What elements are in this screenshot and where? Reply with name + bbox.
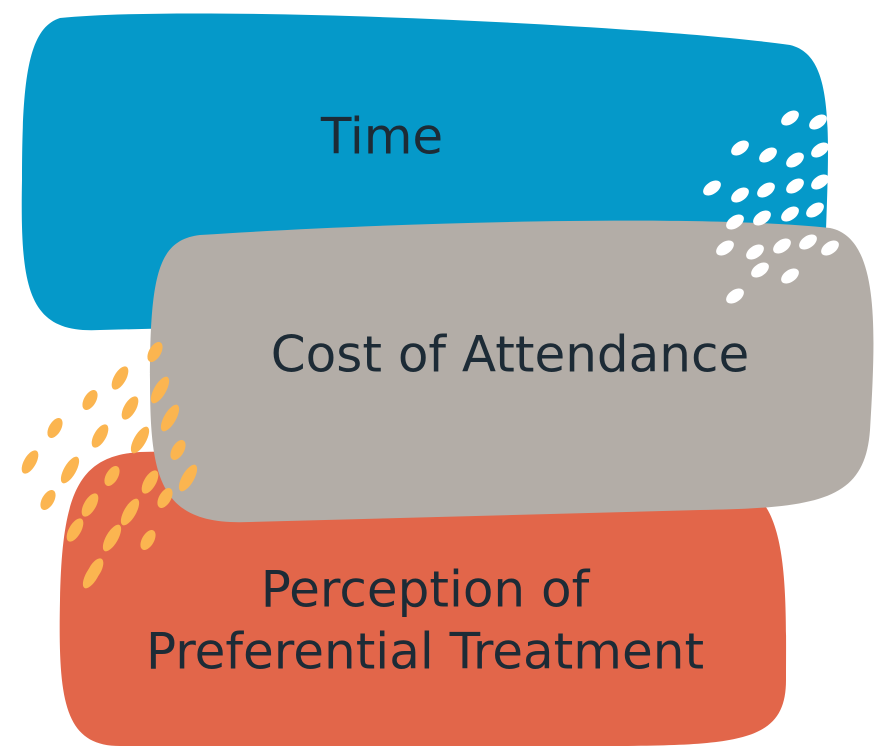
- dot: [108, 364, 131, 393]
- item-label: Time: [320, 108, 443, 166]
- dot: [79, 387, 100, 412]
- dot: [37, 487, 58, 512]
- diagram: Time Cost of Attendance Perception of Pr…: [0, 0, 887, 752]
- dot: [127, 424, 152, 456]
- dot: [18, 448, 41, 477]
- page: Time Cost of Attendance Perception of Pr…: [0, 0, 887, 752]
- item-label: Perception of: [261, 561, 591, 619]
- item-label: Cost of Attendance: [271, 326, 749, 384]
- dot: [57, 454, 82, 486]
- item-label: Preferential Treatment: [146, 623, 704, 681]
- dot: [44, 415, 65, 440]
- dot: [118, 394, 141, 423]
- dot: [88, 422, 111, 451]
